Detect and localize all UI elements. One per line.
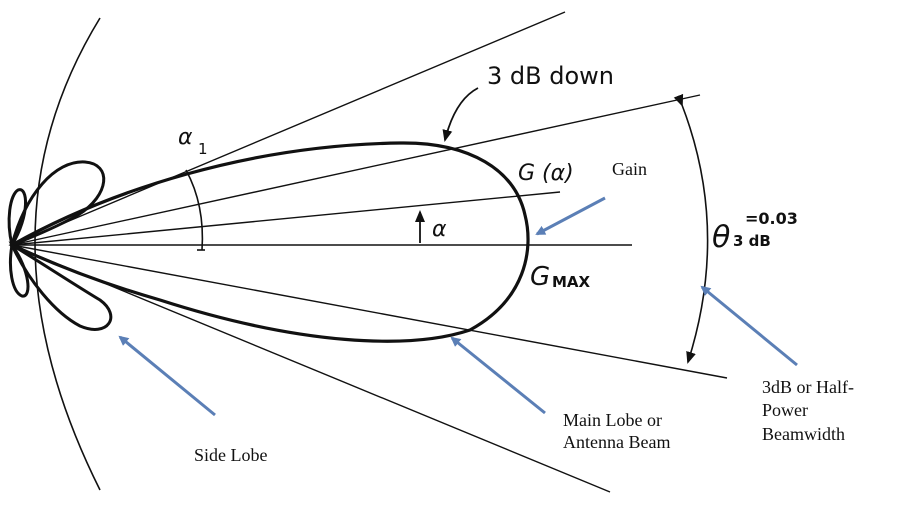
three-db-down-label: 3 dB down [487, 62, 614, 90]
side-lobe-left-upper [7, 188, 28, 249]
radial-line-top-outer [11, 11, 566, 246]
gmax-subscript: MAX [552, 273, 591, 291]
alpha1-subscript: 1 [198, 140, 208, 158]
radial-line-alpha [11, 191, 561, 246]
beamwidth-arrow [700, 285, 798, 367]
side-lobe-arrow [118, 335, 216, 417]
alpha-label: α [432, 217, 447, 242]
side-lobe-upper [9, 160, 106, 248]
side-lobe-left-lower [8, 241, 30, 298]
three-db-down-pointer [442, 87, 479, 142]
gain-note: Gain [612, 159, 647, 179]
gmax-symbol: G [530, 262, 550, 292]
side-lobes [7, 160, 113, 331]
main-lobe-arrow [450, 336, 546, 415]
theta-symbol: θ [712, 220, 730, 255]
side-lobe-note: Side Lobe [194, 445, 268, 465]
alpha1-label: α 1 [178, 125, 208, 158]
side-lobe-lower [8, 241, 113, 331]
alpha1-symbol: α [178, 125, 193, 150]
theta-subscript: 3 dB [733, 232, 771, 250]
main-lobe-note: Main Lobe or Antenna Beam [563, 410, 670, 452]
radial-line-top-3db [11, 94, 701, 246]
beamwidth-note: 3dB or Half- Power Beamwidth [762, 377, 854, 444]
main-lobe [8, 141, 530, 343]
beamwidth-note-line3: Beamwidth [762, 424, 845, 444]
outer-reference-arc [34, 17, 101, 491]
alpha1-angle-arc [185, 169, 204, 251]
main-lobe-note-line2: Antenna Beam [563, 432, 670, 452]
theta-3db-label: θ 3 dB =0.03 [712, 209, 798, 255]
beamwidth-arc [673, 93, 709, 364]
theta-superscript: =0.03 [745, 209, 798, 228]
annotation-arrows [118, 196, 798, 417]
gain-arrow [535, 196, 606, 236]
main-lobe-note-line1: Main Lobe or [563, 410, 662, 430]
g-alpha-label: G (α) [518, 161, 574, 186]
beamwidth-note-line1: 3dB or Half- [762, 377, 854, 397]
radial-line-bottom-3db [11, 244, 728, 379]
gmax-label: G MAX [530, 262, 591, 292]
beamwidth-note-line2: Power [762, 400, 808, 420]
